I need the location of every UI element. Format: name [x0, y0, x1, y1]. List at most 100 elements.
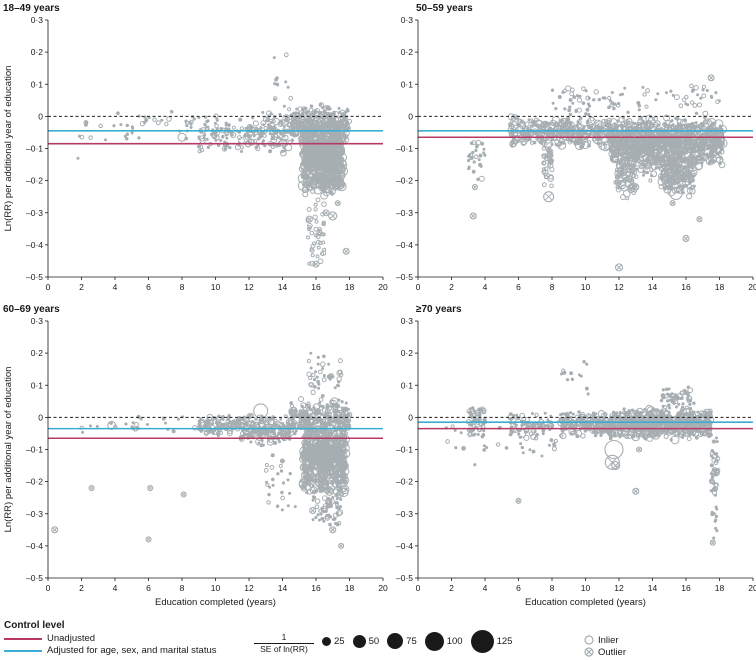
data-point	[88, 135, 93, 140]
data-point	[660, 172, 664, 177]
data-point	[311, 464, 316, 469]
data-point	[307, 405, 312, 410]
data-point	[635, 167, 639, 171]
data-point	[341, 406, 345, 410]
data-point	[279, 137, 283, 141]
data-point	[160, 118, 164, 122]
data-point	[345, 107, 349, 111]
data-point	[649, 148, 653, 152]
data-point	[254, 417, 258, 421]
data-point	[714, 143, 719, 147]
data-point	[278, 440, 281, 444]
data-point	[336, 404, 340, 408]
data-point	[177, 132, 187, 142]
data-point	[321, 181, 326, 185]
data-point	[541, 146, 546, 151]
data-point	[342, 417, 346, 421]
data-point	[330, 456, 335, 460]
data-point	[306, 117, 310, 121]
data-point	[688, 186, 692, 190]
data-point	[700, 161, 704, 165]
x-tick-label: 14	[648, 282, 658, 292]
data-point	[343, 431, 348, 436]
x-tick-label: 2	[449, 282, 454, 292]
data-point	[663, 133, 667, 137]
data-point	[554, 107, 558, 111]
data-point	[260, 438, 264, 443]
data-point	[130, 131, 134, 135]
data-point	[319, 489, 323, 493]
data-point	[317, 167, 322, 171]
data-points	[76, 52, 353, 268]
data-point	[673, 150, 677, 154]
data-point	[660, 145, 665, 150]
data-point	[675, 168, 679, 172]
data-point	[630, 147, 634, 151]
x-tick-label: 16	[311, 282, 321, 292]
data-point	[274, 434, 278, 439]
data-point	[593, 132, 597, 136]
data-point	[687, 165, 692, 169]
data-point	[278, 112, 282, 117]
y-tick-label: –0·2	[396, 176, 413, 186]
data-point	[287, 430, 292, 434]
data-point	[230, 133, 234, 137]
data-point	[648, 178, 653, 183]
data-point	[597, 97, 601, 102]
data-point	[572, 95, 577, 99]
data-point	[320, 120, 324, 124]
data-point	[225, 136, 229, 140]
data-point	[282, 125, 286, 128]
data-point	[549, 183, 554, 189]
data-point	[669, 89, 673, 93]
data-point	[532, 140, 537, 145]
x-tick-label: 0	[46, 282, 51, 292]
data-point	[299, 131, 304, 135]
data-point	[304, 172, 308, 176]
data-point	[670, 175, 674, 179]
data-points	[466, 74, 728, 272]
data-point	[184, 119, 188, 123]
data-point	[246, 433, 250, 437]
data-point	[273, 423, 277, 427]
data-point	[261, 139, 266, 143]
y-tick-label: 0·1	[31, 79, 44, 89]
data-point	[316, 245, 321, 250]
data-point	[678, 143, 683, 147]
x-tick-label: 2	[79, 282, 84, 292]
data-point	[301, 183, 306, 187]
data-point	[513, 115, 518, 120]
data-point	[708, 159, 713, 164]
data-point	[76, 156, 80, 160]
x-tick-label: 14	[278, 282, 288, 292]
data-point	[482, 147, 486, 151]
x-tick-label: 6	[516, 282, 521, 292]
data-point	[305, 409, 309, 413]
data-point	[261, 443, 265, 447]
data-point	[241, 418, 245, 422]
data-point	[256, 433, 260, 437]
data-point	[584, 89, 588, 93]
data-point	[197, 144, 201, 149]
data-point	[681, 97, 687, 103]
data-point	[641, 85, 645, 89]
data-point	[203, 133, 207, 137]
data-point	[645, 159, 649, 164]
data-point	[263, 423, 267, 427]
data-point	[346, 419, 351, 423]
data-point	[318, 102, 323, 106]
data-point	[316, 439, 320, 444]
data-point	[309, 230, 315, 236]
data-point	[317, 447, 322, 451]
data-point	[339, 429, 344, 434]
data-point	[198, 425, 202, 429]
outlier-point	[328, 211, 338, 221]
data-point	[252, 139, 258, 144]
data-point	[214, 138, 218, 142]
data-point	[607, 95, 612, 101]
data-point	[314, 474, 318, 478]
data-point	[304, 144, 308, 148]
data-point	[598, 137, 602, 141]
data-point	[307, 476, 311, 480]
data-point	[125, 132, 130, 136]
